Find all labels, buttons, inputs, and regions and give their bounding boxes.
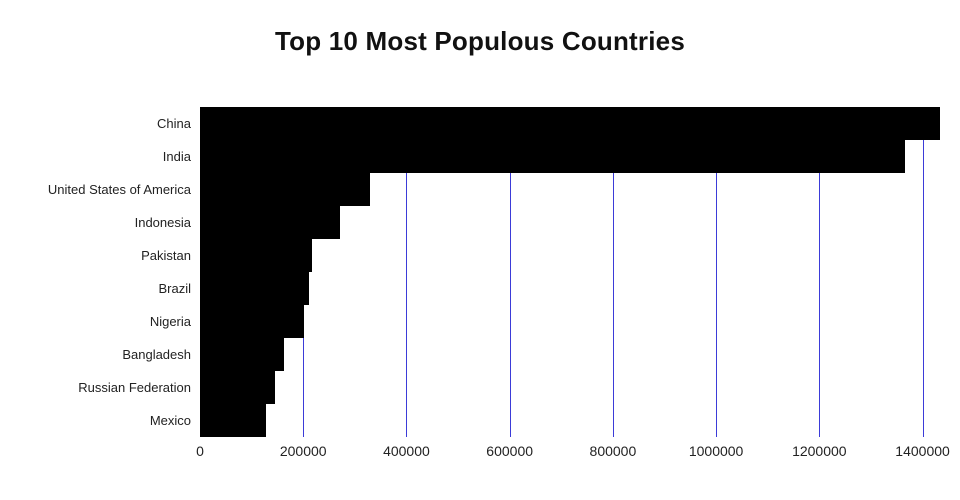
bar-indonesia	[200, 206, 340, 239]
bar-bangladesh	[200, 338, 285, 371]
x-tick-label: 600000	[486, 443, 534, 459]
x-tick-label: 1000000	[688, 443, 744, 459]
gridline	[716, 107, 718, 437]
category-label: Nigeria	[149, 314, 191, 329]
category-label: Bangladesh	[122, 347, 191, 362]
bar-pakistan	[200, 239, 312, 272]
category-label: India	[162, 149, 191, 164]
category-label: Mexico	[149, 413, 191, 428]
category-label: Brazil	[158, 281, 191, 296]
category-label: Indonesia	[134, 215, 191, 230]
gridline	[612, 107, 614, 437]
category-label: Pakistan	[141, 248, 191, 263]
bar-india	[200, 140, 906, 173]
x-tick-label: 400000	[383, 443, 430, 459]
gridline	[509, 107, 511, 437]
chart-title: Top 10 Most Populous Countries	[275, 26, 685, 56]
bar-china	[200, 107, 940, 140]
bar-nigeria	[200, 305, 304, 338]
x-tick-label: 800000	[589, 443, 637, 459]
gridline	[819, 107, 821, 437]
x-tick-label: 200000	[279, 443, 327, 459]
category-label: United States of America	[47, 182, 191, 197]
x-tick-label: 1400000	[895, 443, 950, 459]
bar-russian-federation	[200, 371, 276, 404]
x-tick-label: 1200000	[792, 443, 847, 459]
bar-united-states-of-america	[200, 173, 370, 206]
bar-mexico	[200, 404, 266, 437]
category-label: Russian Federation	[78, 380, 191, 395]
gridline	[922, 107, 924, 437]
x-tick-label: 0	[196, 443, 204, 459]
category-label: China	[157, 116, 191, 131]
gridline	[406, 107, 408, 437]
bar-brazil	[200, 272, 309, 305]
